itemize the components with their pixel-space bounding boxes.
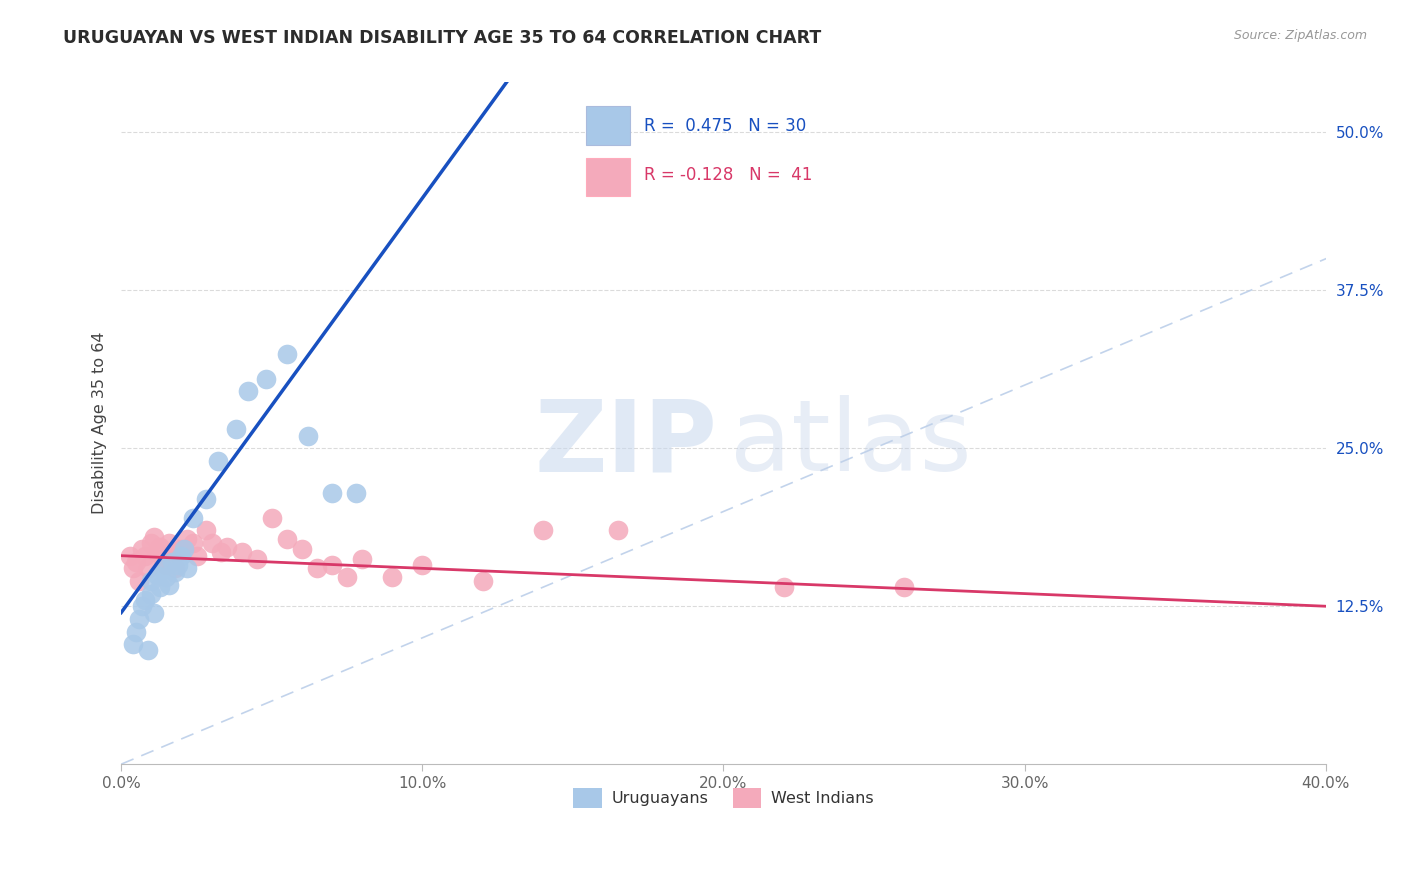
Point: [254, 372, 277, 386]
Point: [183, 510, 205, 524]
Point: [162, 552, 184, 566]
Point: [157, 578, 180, 592]
Point: [143, 530, 166, 544]
Point: [128, 574, 150, 588]
Point: [170, 549, 193, 563]
Point: [170, 542, 193, 557]
Point: [336, 570, 359, 584]
Point: [155, 570, 177, 584]
Point: [122, 561, 145, 575]
Point: [136, 561, 159, 575]
Point: [162, 555, 184, 569]
Point: [225, 422, 247, 436]
Point: [231, 545, 253, 559]
Point: [276, 533, 298, 547]
Point: [143, 606, 166, 620]
Point: [141, 586, 163, 600]
Point: [152, 552, 174, 566]
Point: [194, 491, 217, 506]
Point: [183, 536, 205, 550]
Point: [165, 565, 187, 579]
Point: [471, 574, 494, 588]
Point: [155, 558, 177, 572]
Point: [260, 510, 283, 524]
Point: [772, 580, 794, 594]
Point: [305, 561, 328, 575]
Point: [200, 536, 222, 550]
Point: [120, 549, 142, 563]
Point: [176, 533, 198, 547]
Point: [209, 545, 232, 559]
Point: [146, 545, 169, 559]
Legend: Uruguayans, West Indians: Uruguayans, West Indians: [567, 782, 880, 814]
Text: Source: ZipAtlas.com: Source: ZipAtlas.com: [1233, 29, 1367, 42]
Point: [321, 558, 343, 572]
Point: [352, 552, 374, 566]
Point: [291, 542, 314, 557]
Point: [146, 567, 169, 582]
Point: [128, 612, 150, 626]
Point: [381, 570, 404, 584]
Point: [236, 384, 259, 399]
Point: [152, 561, 174, 575]
Point: [207, 454, 229, 468]
Point: [411, 558, 433, 572]
Point: [134, 549, 156, 563]
Point: [893, 580, 915, 594]
Point: [136, 643, 159, 657]
Point: [531, 524, 554, 538]
Point: [176, 561, 198, 575]
Point: [321, 485, 343, 500]
Point: [246, 552, 269, 566]
Point: [167, 545, 190, 559]
Text: URUGUAYAN VS WEST INDIAN DISABILITY AGE 35 TO 64 CORRELATION CHART: URUGUAYAN VS WEST INDIAN DISABILITY AGE …: [63, 29, 821, 46]
Point: [141, 536, 163, 550]
Point: [125, 555, 148, 569]
Point: [344, 485, 367, 500]
Point: [125, 624, 148, 639]
Point: [215, 540, 238, 554]
Point: [276, 346, 298, 360]
Point: [167, 558, 190, 572]
Point: [186, 549, 208, 563]
Text: ZIP: ZIP: [534, 395, 717, 492]
Text: atlas: atlas: [730, 395, 972, 492]
Point: [141, 574, 163, 588]
Point: [122, 637, 145, 651]
Point: [149, 540, 172, 554]
Point: [131, 542, 153, 557]
Point: [194, 524, 217, 538]
Point: [297, 428, 319, 442]
Point: [173, 542, 195, 557]
Point: [131, 599, 153, 614]
Point: [165, 561, 187, 575]
Point: [157, 536, 180, 550]
Point: [607, 524, 630, 538]
Point: [134, 593, 156, 607]
Y-axis label: Disability Age 35 to 64: Disability Age 35 to 64: [93, 332, 107, 515]
Point: [149, 580, 172, 594]
